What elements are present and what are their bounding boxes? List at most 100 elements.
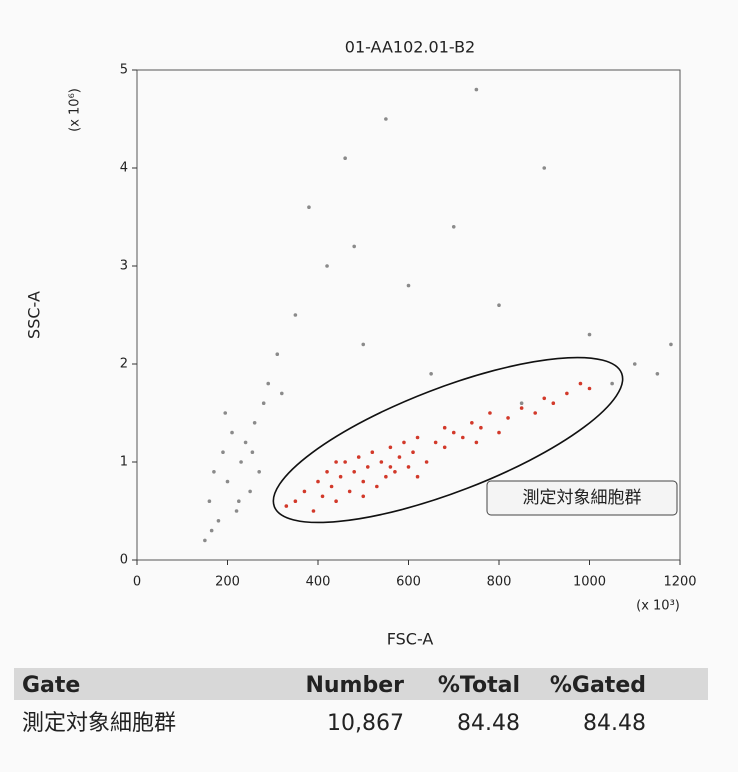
point — [506, 416, 510, 420]
point — [311, 509, 316, 513]
point — [479, 425, 483, 430]
point — [293, 499, 298, 504]
point — [334, 499, 338, 504]
point — [587, 332, 592, 337]
point — [379, 460, 384, 464]
gate-label: 測定対象細胞群 — [523, 488, 642, 508]
point — [632, 362, 637, 366]
point — [361, 479, 366, 484]
point — [424, 460, 429, 464]
point — [221, 450, 225, 455]
point — [406, 283, 411, 288]
point — [411, 450, 415, 455]
point — [565, 391, 569, 396]
y-tick-label: 4 — [120, 161, 128, 176]
point — [669, 342, 673, 347]
table-header: %Total — [438, 673, 520, 698]
point — [497, 430, 501, 435]
point — [497, 303, 501, 308]
gate-ellipse — [272, 356, 624, 524]
point — [451, 430, 456, 435]
point — [474, 440, 479, 445]
point — [302, 489, 307, 494]
point — [365, 465, 370, 469]
table-header: Number — [305, 673, 404, 698]
table-cell: 10,867 — [327, 711, 404, 736]
y-tick-label: 3 — [120, 259, 128, 274]
x-tick-label: 400 — [306, 575, 331, 590]
point — [402, 440, 406, 445]
point — [261, 401, 266, 406]
y-tick-label: 2 — [120, 357, 128, 372]
x-tick-label: 800 — [487, 575, 512, 590]
point — [542, 396, 547, 401]
point — [474, 87, 479, 92]
point — [275, 352, 280, 357]
point — [243, 440, 248, 445]
point — [257, 470, 261, 474]
y-tick-label: 0 — [120, 553, 128, 568]
point — [442, 425, 447, 430]
gate-label-box — [486, 480, 678, 516]
y-tick-label: 1 — [120, 455, 128, 470]
point — [207, 499, 212, 504]
point — [415, 474, 420, 479]
point — [316, 479, 320, 484]
point — [551, 401, 556, 406]
x-tick-label: 1200 — [663, 575, 696, 590]
point — [320, 494, 325, 499]
point — [370, 450, 375, 455]
point — [237, 499, 241, 504]
point — [384, 474, 388, 479]
table-cell: 84.48 — [457, 711, 520, 736]
point — [519, 401, 524, 406]
point — [343, 156, 347, 160]
point — [356, 455, 361, 459]
point — [325, 470, 329, 474]
point — [338, 474, 343, 479]
point — [239, 460, 243, 464]
point — [252, 421, 257, 425]
point — [533, 411, 537, 415]
point — [610, 381, 614, 386]
x-axis-label: FSC-A — [387, 630, 434, 649]
point — [397, 455, 402, 459]
x-tick-label: 1000 — [573, 575, 606, 590]
point — [442, 445, 447, 450]
table-cell: 84.48 — [583, 711, 646, 736]
point — [488, 411, 492, 415]
point — [293, 313, 298, 317]
x-tick-label: 200 — [215, 575, 240, 590]
point — [361, 342, 366, 347]
point — [250, 450, 255, 455]
point — [375, 484, 379, 489]
point — [223, 411, 228, 415]
point — [542, 166, 547, 170]
point — [388, 465, 393, 469]
table-header: %Gated — [550, 673, 646, 698]
point — [393, 470, 397, 474]
point — [461, 435, 465, 440]
point — [347, 489, 352, 494]
point — [578, 381, 583, 386]
table-header: Gate — [22, 673, 80, 698]
point — [352, 244, 357, 249]
point — [248, 489, 252, 494]
y-unit: (x 10⁶) — [68, 88, 83, 132]
point — [334, 460, 338, 464]
point — [415, 435, 420, 440]
point — [216, 519, 221, 523]
point — [384, 117, 388, 121]
point — [352, 470, 357, 474]
point — [388, 445, 393, 450]
point — [587, 386, 592, 391]
point — [266, 381, 271, 386]
points — [203, 87, 673, 543]
point — [325, 264, 329, 268]
x-tick-label: 0 — [133, 575, 141, 590]
table-header-bg — [14, 668, 708, 700]
point — [655, 372, 660, 376]
point — [329, 484, 334, 489]
